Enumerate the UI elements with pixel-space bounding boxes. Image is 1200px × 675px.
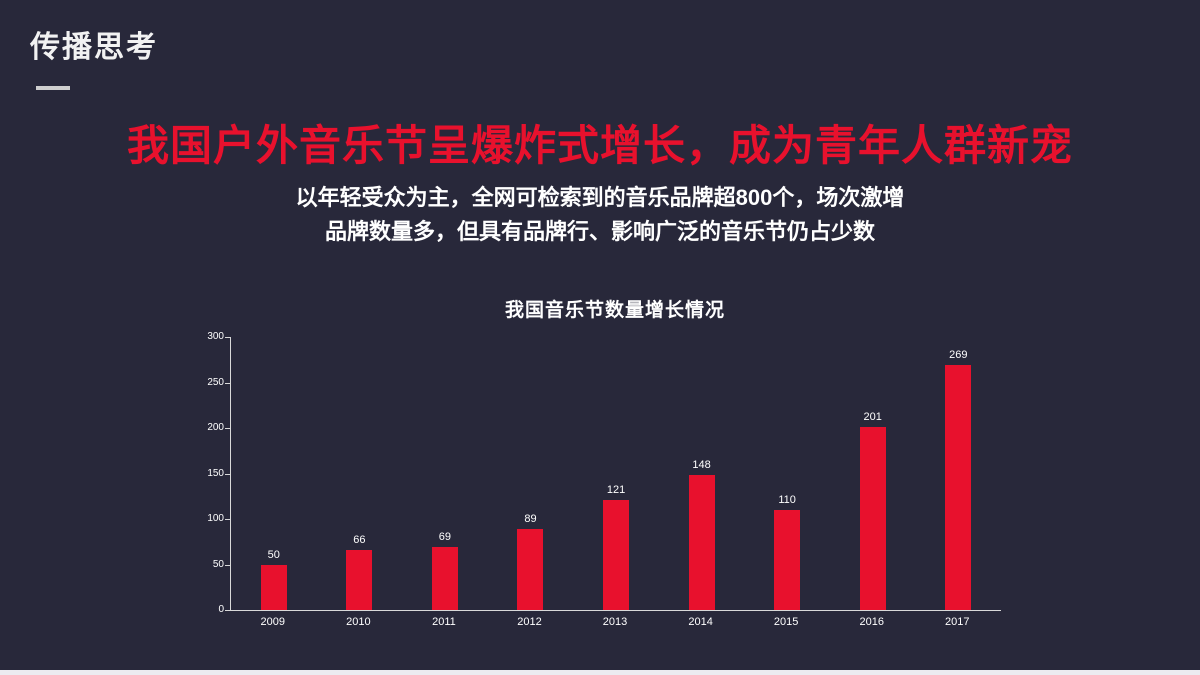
y-axis-tick <box>225 473 231 475</box>
bar-cell-2017: 269 <box>916 337 1002 610</box>
subtitle-line-1: 以年轻受众为主，全网可检索到的音乐品牌超800个，场次激增 <box>295 185 905 210</box>
y-axis-tick-label: 0 <box>218 604 224 615</box>
bar-2015 <box>774 509 801 610</box>
y-axis-tick <box>225 564 231 566</box>
y-axis-tick <box>225 382 231 384</box>
bar-cell-2009: 50 <box>231 337 317 610</box>
chart-plot-area: 50 66 69 89 121 148 110 201 269 <box>225 337 1002 611</box>
y-axis-tick-label: 200 <box>207 422 224 433</box>
chart-title: 我国音乐节数量增长情况 <box>504 300 725 321</box>
bar-value-label: 69 <box>438 531 452 544</box>
y-axis-tick-label: 150 <box>207 467 224 479</box>
y-axis-tick <box>225 337 231 338</box>
slide-headline: 我国户外音乐节呈爆炸式增长，成为青年人群新宠 <box>126 122 1073 169</box>
bar-2014 <box>688 475 715 610</box>
bar-cell-2010: 66 <box>317 337 403 610</box>
bar-cell-2011: 69 <box>402 337 488 610</box>
x-axis-tick-label: 2015 <box>773 616 799 628</box>
x-axis-tick-label: 2016 <box>859 616 884 628</box>
bar-value-label: 269 <box>949 349 968 362</box>
bar-value-label: 89 <box>524 513 537 526</box>
slide-subtitle: 以年轻受众为主，全网可检索到的音乐品牌超800个，场次激增 品牌数量多，但具有品… <box>0 181 1200 249</box>
y-axis-tick-label: 250 <box>207 376 224 388</box>
x-axis-tick-label: 2013 <box>602 616 628 628</box>
bar-cell-2016: 201 <box>830 337 916 610</box>
bar-cell-2014: 148 <box>659 337 745 610</box>
subtitle-line-2: 品牌数量多，但具有品牌行、影响广泛的音乐节仍占少数 <box>324 219 875 244</box>
bar-cell-2012: 89 <box>488 337 574 610</box>
x-axis-tick-label: 2010 <box>346 616 371 628</box>
section-title: 传播思考 <box>30 31 158 64</box>
bar-2016 <box>859 427 886 610</box>
bar-value-label: 50 <box>267 548 280 561</box>
bar-2017 <box>945 365 972 610</box>
bar-value-label: 121 <box>606 483 626 496</box>
bar-value-label: 201 <box>863 411 882 424</box>
slide-bottom-border <box>0 670 1200 675</box>
bar-value-label: 148 <box>692 459 711 472</box>
section-title-underline <box>36 86 70 90</box>
x-axis-tick-label: 2009 <box>260 616 286 628</box>
x-axis-tick-label: 2011 <box>432 616 456 628</box>
x-axis-tick-label: 2017 <box>945 616 970 628</box>
y-axis-tick-label: 100 <box>207 513 224 524</box>
x-axis-tick-label: 2014 <box>688 616 713 628</box>
bar-2010 <box>346 549 373 610</box>
bar-2012 <box>517 529 544 610</box>
bar-value-label: 110 <box>778 493 796 506</box>
x-axis-tick-label: 2012 <box>517 616 542 628</box>
bar-2011 <box>431 547 458 610</box>
y-axis-labels: 0 50 100 150 200 250 300 <box>182 331 224 615</box>
y-axis-tick <box>225 610 231 611</box>
bar-2013 <box>603 499 630 610</box>
y-axis-tick-label: 50 <box>212 558 224 570</box>
bar-2009 <box>260 564 287 610</box>
x-axis-labels: 2009 2010 2011 2012 2013 2014 2015 2016 2017 <box>230 616 1000 628</box>
bar-cell-2013: 121 <box>573 337 659 610</box>
bar-value-label: 66 <box>353 533 366 546</box>
y-axis-tick-label: 300 <box>207 331 224 342</box>
y-axis-tick <box>225 428 231 429</box>
bar-cell-2015: 110 <box>744 337 830 610</box>
y-axis-tick <box>225 519 231 520</box>
